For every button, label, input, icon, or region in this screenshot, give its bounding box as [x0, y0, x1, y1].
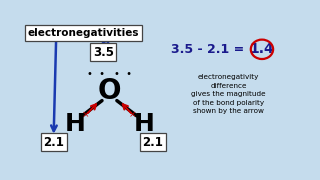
Text: 2.1: 2.1 [43, 136, 64, 149]
Text: •  •: • • [114, 69, 132, 79]
Text: •  •: • • [87, 69, 105, 79]
Text: H: H [64, 112, 85, 136]
Text: 3.5 - 2.1 =: 3.5 - 2.1 = [171, 43, 249, 56]
Text: electronegativity
difference
gives the magnitude
of the bond polarity
shown by t: electronegativity difference gives the m… [191, 74, 266, 114]
Text: 2.1: 2.1 [142, 136, 163, 149]
Text: electronegativities: electronegativities [28, 28, 139, 38]
Text: O: O [98, 77, 121, 105]
Text: 1.4: 1.4 [250, 42, 274, 56]
Text: ×: × [82, 111, 90, 120]
Text: H: H [134, 112, 155, 136]
Text: ×: × [129, 111, 137, 120]
Text: 3.5: 3.5 [93, 46, 114, 59]
